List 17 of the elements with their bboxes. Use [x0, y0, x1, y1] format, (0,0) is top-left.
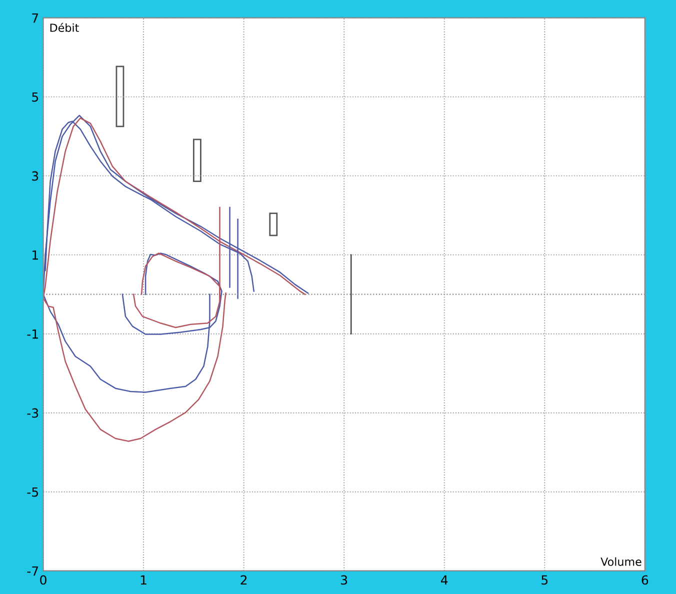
- x-tick-label: 0: [40, 575, 46, 585]
- x-tick-label: 3: [341, 575, 348, 585]
- y-tick-label: 3: [32, 171, 38, 181]
- y-axis-title: Débit: [50, 22, 79, 32]
- y-tick-label: 7: [32, 13, 38, 23]
- y-tick-label: -1: [27, 329, 38, 339]
- y-tick-label: -5: [27, 487, 38, 497]
- y-tick-label: 5: [32, 92, 38, 102]
- x-axis-title: Volume: [600, 557, 642, 566]
- x-tick-label: 1: [140, 575, 146, 584]
- x-tick-label: 6: [642, 575, 648, 585]
- x-tick-label: 4: [440, 575, 448, 584]
- x-tick-label: 2: [240, 575, 247, 584]
- y-tick-label: 1: [32, 250, 38, 260]
- y-tick-label: -3: [27, 408, 38, 418]
- x-tick-label: 5: [542, 575, 548, 585]
- y-tick-label: -7: [27, 566, 38, 576]
